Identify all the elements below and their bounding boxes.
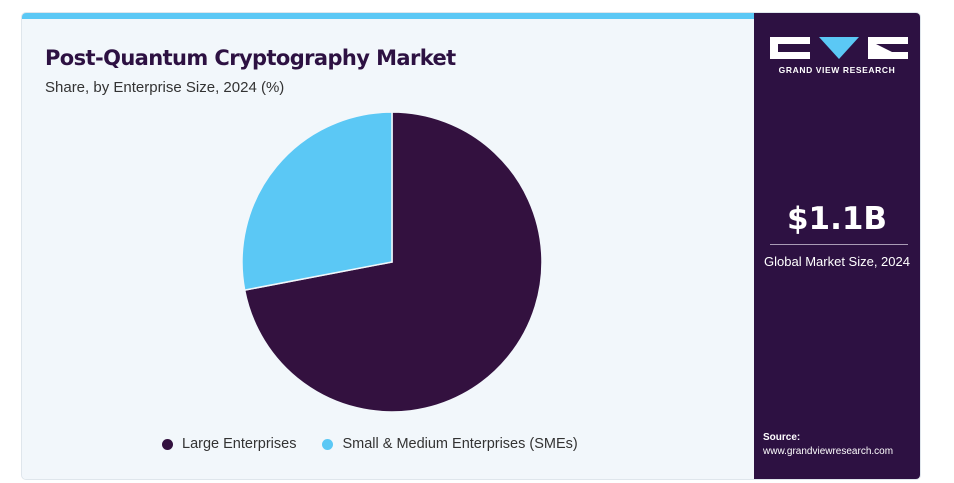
infographic-card: Post-Quantum Cryptography Market Share, … [22,13,920,479]
legend-label: Large Enterprises [182,436,297,452]
pie-slice-2 [241,111,393,291]
source-label: Source: [763,432,801,443]
legend-marker [162,438,173,450]
market-size-label: Global Market Size, 2024 [764,254,910,269]
pie-slice-1 [243,111,543,413]
grand-view-research-logo-icon [770,37,908,59]
brand-name: GRAND VIEW RESEARCH [778,65,896,75]
divider [770,244,908,245]
chart-legend: Large Enterprises Small & Medium Enterpri… [162,436,604,452]
legend-label: Small & Medium Enterprises (SMEs) [342,436,578,452]
sidebar-panel: GRAND VIEW RESEARCH $1.1B Global Market … [754,13,920,479]
chart-subtitle: Share, by Enterprise Size, 2024 (%) [45,79,285,96]
legend-item-1: Large Enterprises [162,436,296,452]
chart-title: Post-Quantum Cryptography Market [45,46,456,70]
market-size-value: $1.1B [786,201,888,237]
pie-chart [241,111,543,413]
chart-panel: Post-Quantum Cryptography Market Share, … [22,19,754,479]
legend-item-2: Small & Medium Enterprises (SMEs) [322,436,578,452]
source-url[interactable]: www.grandviewresearch.com [763,446,894,457]
accent-bar [22,13,754,19]
legend-marker [322,438,334,450]
